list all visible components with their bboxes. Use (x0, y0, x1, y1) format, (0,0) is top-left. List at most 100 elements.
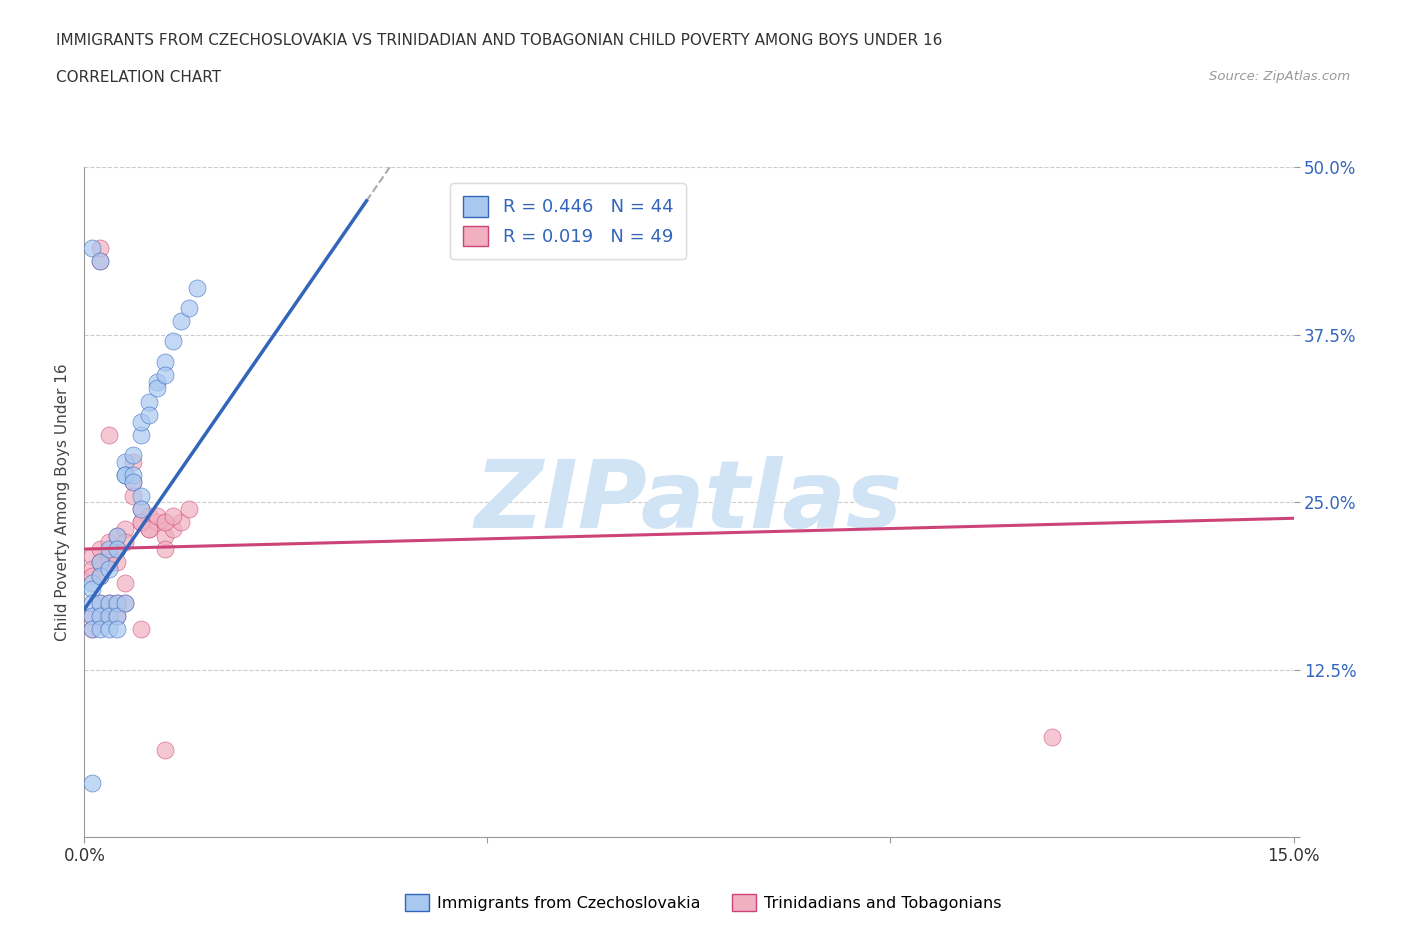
Point (114, 468, 136, 483)
Point (89, 568, 111, 583)
Point (97, 535, 120, 550)
Point (89, 608, 111, 623)
Point (146, 381, 169, 396)
Point (162, 508, 184, 523)
Point (138, 407, 160, 422)
Point (97, 608, 120, 623)
Point (170, 515, 193, 530)
Point (82, 622, 104, 637)
Point (121, 474, 143, 489)
Point (89, 254, 111, 269)
Point (170, 314, 193, 329)
Point (89, 254, 111, 269)
Point (89, 240, 111, 255)
Point (129, 515, 152, 530)
Point (153, 367, 176, 382)
Point (114, 575, 136, 590)
Text: CORRELATION CHART: CORRELATION CHART (56, 70, 221, 85)
Point (97, 595, 120, 610)
Point (89, 568, 111, 583)
Point (121, 474, 143, 489)
Point (121, 455, 143, 470)
Y-axis label: Child Poverty Among Boys Under 16: Child Poverty Among Boys Under 16 (55, 364, 70, 641)
Point (89, 595, 111, 610)
Point (114, 535, 136, 550)
Point (186, 281, 208, 296)
Point (1040, 729, 1063, 744)
Point (82, 575, 104, 590)
Point (105, 608, 128, 623)
Point (114, 455, 136, 470)
Text: IMMIGRANTS FROM CZECHOSLOVAKIA VS TRINIDADIAN AND TOBAGONIAN CHILD POVERTY AMONG: IMMIGRANTS FROM CZECHOSLOVAKIA VS TRINID… (56, 33, 942, 47)
Point (105, 528, 128, 543)
Point (129, 501, 152, 516)
Point (129, 428, 152, 443)
Point (82, 595, 104, 610)
Point (146, 374, 169, 389)
Point (82, 562, 104, 577)
Point (138, 394, 160, 409)
Point (97, 562, 120, 577)
Point (105, 595, 128, 610)
Point (105, 541, 128, 556)
Point (153, 742, 176, 757)
Point (89, 595, 111, 610)
Point (97, 549, 120, 564)
Point (97, 428, 120, 443)
Point (89, 555, 111, 570)
Point (153, 515, 176, 530)
Point (82, 549, 104, 564)
Point (138, 508, 160, 523)
Point (82, 608, 104, 623)
Point (82, 608, 104, 623)
Point (97, 555, 120, 570)
Point (146, 515, 169, 530)
Legend: R = 0.446   N = 44, R = 0.019   N = 49: R = 0.446 N = 44, R = 0.019 N = 49 (450, 183, 686, 259)
Point (153, 515, 176, 530)
Point (153, 354, 176, 369)
Point (82, 568, 104, 583)
Point (97, 595, 120, 610)
Point (146, 508, 169, 523)
Point (97, 541, 120, 556)
Point (121, 448, 143, 463)
Point (89, 622, 111, 637)
Point (153, 528, 176, 543)
Point (89, 541, 111, 556)
Point (179, 300, 201, 315)
Point (138, 522, 160, 537)
Point (105, 622, 128, 637)
Text: Source: ZipAtlas.com: Source: ZipAtlas.com (1209, 70, 1350, 83)
Point (138, 522, 160, 537)
Point (82, 776, 104, 790)
Point (129, 488, 152, 503)
Point (129, 501, 152, 516)
Point (129, 622, 152, 637)
Point (162, 522, 184, 537)
Point (114, 595, 136, 610)
Point (105, 608, 128, 623)
Point (114, 468, 136, 483)
Point (105, 528, 128, 543)
Point (82, 622, 104, 637)
Point (114, 595, 136, 610)
Legend: Immigrants from Czechoslovakia, Trinidadians and Tobagonians: Immigrants from Czechoslovakia, Trinidad… (398, 887, 1008, 917)
Point (114, 522, 136, 537)
Point (82, 582, 104, 597)
Point (97, 608, 120, 623)
Point (89, 555, 111, 570)
Point (129, 515, 152, 530)
Point (121, 488, 143, 503)
Point (97, 622, 120, 637)
Point (179, 501, 201, 516)
Point (153, 541, 176, 556)
Point (105, 555, 128, 570)
Point (105, 541, 128, 556)
Text: ZIPatlas: ZIPatlas (475, 457, 903, 548)
Point (162, 334, 184, 349)
Point (89, 608, 111, 623)
Point (82, 240, 104, 255)
Point (105, 595, 128, 610)
Point (129, 415, 152, 430)
Point (121, 468, 143, 483)
